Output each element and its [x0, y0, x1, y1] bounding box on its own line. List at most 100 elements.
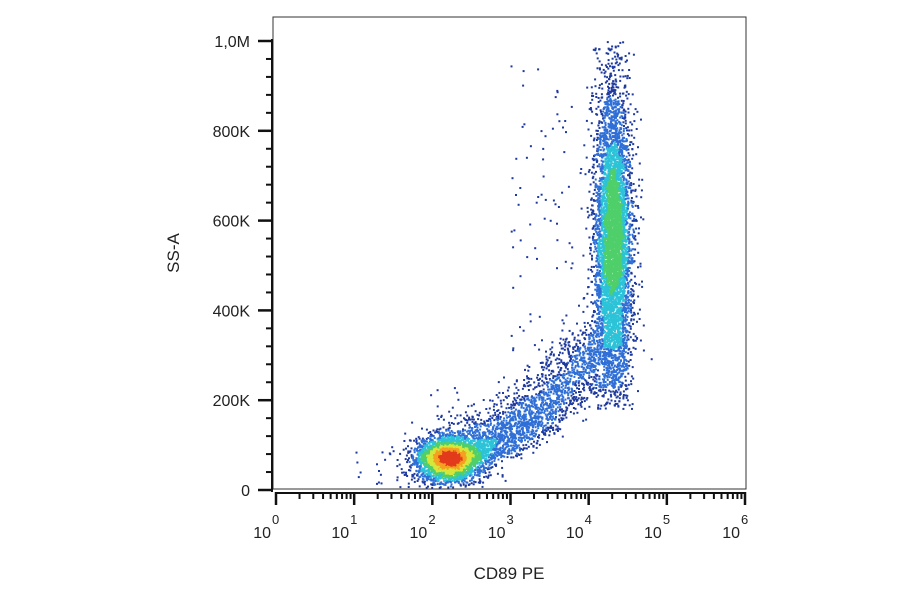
data-point: [460, 472, 463, 475]
data-point: [615, 116, 617, 119]
data-point: [625, 127, 628, 130]
data-point: [458, 457, 461, 460]
data-point: [422, 481, 425, 484]
data-point: [426, 445, 428, 448]
data-point: [435, 475, 438, 478]
data-point: [445, 468, 447, 471]
data-point: [586, 292, 589, 295]
data-point: [451, 447, 454, 449]
data-point: [413, 449, 416, 452]
data-point: [448, 441, 451, 444]
data-point: [466, 463, 469, 466]
data-point: [457, 481, 460, 484]
data-point: [430, 467, 433, 470]
data-point: [628, 173, 631, 176]
data-point: [626, 323, 629, 326]
data-point: [422, 468, 425, 471]
data-point: [622, 316, 625, 319]
data-point: [446, 438, 448, 441]
data-point: [461, 452, 464, 455]
data-point: [471, 466, 474, 469]
data-point: [598, 212, 601, 215]
data-point: [464, 472, 467, 475]
data-point: [462, 464, 465, 466]
data-point: [442, 469, 445, 471]
data-point: [620, 384, 623, 387]
data-point: [631, 204, 634, 207]
data-point: [596, 199, 599, 201]
data-point: [612, 321, 615, 323]
data-point: [410, 447, 413, 450]
data-point: [602, 384, 605, 387]
data-point: [579, 172, 582, 175]
data-point: [407, 450, 410, 453]
data-point: [465, 465, 468, 468]
data-point: [642, 349, 645, 352]
data-point: [597, 231, 600, 234]
data-point: [440, 454, 442, 457]
data-point: [613, 246, 616, 249]
data-point: [619, 79, 622, 82]
data-point: [479, 480, 481, 483]
data-point: [624, 351, 627, 354]
data-point: [599, 109, 602, 112]
data-point: [597, 255, 600, 258]
data-point: [485, 467, 488, 469]
data-point: [424, 449, 427, 451]
data-point: [415, 437, 418, 440]
data-point: [627, 204, 629, 207]
data-point: [617, 388, 620, 391]
data-point: [448, 424, 451, 427]
data-point: [442, 477, 445, 480]
data-point: [599, 217, 602, 220]
data-point: [420, 474, 423, 476]
data-point: [464, 485, 467, 488]
data-point: [600, 191, 603, 194]
data-point: [442, 445, 444, 448]
data-point: [459, 483, 462, 486]
data-point: [462, 479, 465, 482]
data-point: [429, 461, 432, 464]
data-point: [625, 179, 628, 182]
data-point: [465, 477, 468, 480]
data-point: [437, 474, 439, 477]
data-point: [588, 190, 591, 193]
data-point: [614, 328, 617, 331]
data-point: [614, 127, 617, 130]
data-point: [441, 454, 444, 457]
data-point: [501, 455, 503, 458]
data-point: [427, 451, 430, 454]
data-point: [484, 434, 487, 437]
data-point: [483, 476, 486, 479]
data-point: [450, 470, 453, 473]
data-point: [429, 466, 432, 469]
data-point: [606, 98, 609, 101]
data-point: [428, 475, 431, 478]
data-point: [600, 247, 603, 250]
data-point: [618, 62, 621, 65]
data-point: [429, 478, 432, 481]
data-point: [434, 462, 437, 465]
data-point: [423, 483, 426, 486]
data-point: [614, 55, 617, 58]
data-point: [420, 455, 423, 458]
data-point: [424, 442, 427, 445]
data-point: [430, 444, 433, 447]
data-point: [453, 466, 456, 469]
data-point: [621, 106, 624, 109]
data-point: [418, 454, 421, 457]
data-point: [423, 468, 426, 471]
data-point: [599, 332, 602, 335]
data-point: [444, 473, 447, 476]
data-point: [595, 170, 597, 173]
data-point: [627, 161, 630, 164]
data-point: [611, 364, 613, 367]
data-point: [641, 178, 644, 181]
data-point: [622, 251, 625, 254]
data-point: [427, 468, 430, 471]
data-point: [437, 448, 440, 451]
data-point: [458, 460, 461, 463]
data-point: [619, 179, 622, 182]
data-point: [600, 359, 603, 362]
data-point: [618, 137, 621, 139]
